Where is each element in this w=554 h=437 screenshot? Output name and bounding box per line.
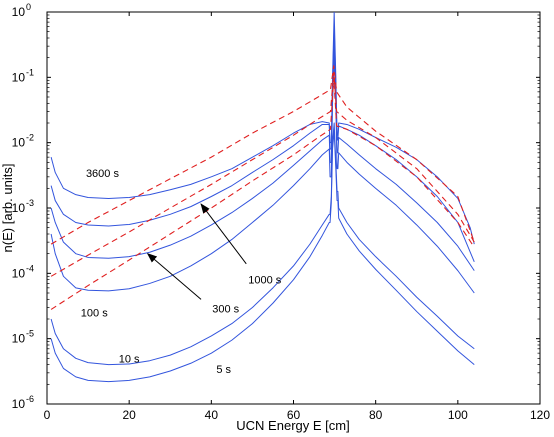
x-tick-label: 80 <box>369 408 383 422</box>
y-tick-label: 10 <box>12 70 26 84</box>
curve-time-label: 300 s <box>212 304 239 316</box>
fit-curve-7 <box>50 71 475 277</box>
curve-time-label: 1000 s <box>248 274 282 286</box>
y-tick-label: 10 <box>12 136 26 150</box>
spectrum-curve-1 <box>50 25 475 263</box>
curve-time-label: 100 s <box>81 307 108 319</box>
y-tick-label: 10 <box>12 397 26 411</box>
annotation-arrow <box>200 203 247 265</box>
y-tick-exponent: 0 <box>26 2 31 12</box>
curve-time-label: 10 s <box>119 354 140 366</box>
spectrum-curve-4 <box>50 122 475 366</box>
y-tick-label: 10 <box>12 332 26 346</box>
annotations-layer: 3600 s 1000 s 300 s 100 s 10 s 5 s <box>81 168 282 376</box>
y-tick-exponent: -4 <box>26 263 34 273</box>
annotation-arrow <box>146 253 202 300</box>
x-tick-label: 60 <box>287 408 301 422</box>
y-tick-label: 10 <box>12 266 26 280</box>
x-tick-label: 40 <box>205 408 219 422</box>
fit-curve-8 <box>50 76 475 310</box>
spectrum-curve-5 <box>50 130 475 383</box>
plot-area <box>46 11 541 405</box>
curve-time-label: 5 s <box>216 364 231 376</box>
curve-time-label: 3600 s <box>86 168 120 180</box>
y-tick-exponent: -3 <box>26 198 34 208</box>
series-layer <box>50 12 475 383</box>
spectrum-curve-3 <box>50 57 475 294</box>
y-axis-label: n(E) [arb. units] <box>0 164 15 253</box>
y-tick-exponent: -2 <box>26 133 34 143</box>
y-tick-exponent: -5 <box>26 329 34 339</box>
y-tick-exponent: -6 <box>26 394 34 404</box>
y-tick-label: 10 <box>12 201 26 215</box>
x-tick-label: 120 <box>530 408 550 422</box>
fit-curve-6 <box>50 65 475 245</box>
x-tick-label: 0 <box>44 408 51 422</box>
y-tick-label: 10 <box>12 5 26 19</box>
x-axis-label: UCN Energy E [cm] <box>236 418 349 433</box>
y-tick-exponent: -1 <box>26 67 34 77</box>
spectrum-curve-2 <box>50 41 475 271</box>
x-tick-label: 100 <box>448 408 468 422</box>
spectrum-curve-0 <box>50 12 475 245</box>
x-tick-label: 20 <box>122 408 136 422</box>
